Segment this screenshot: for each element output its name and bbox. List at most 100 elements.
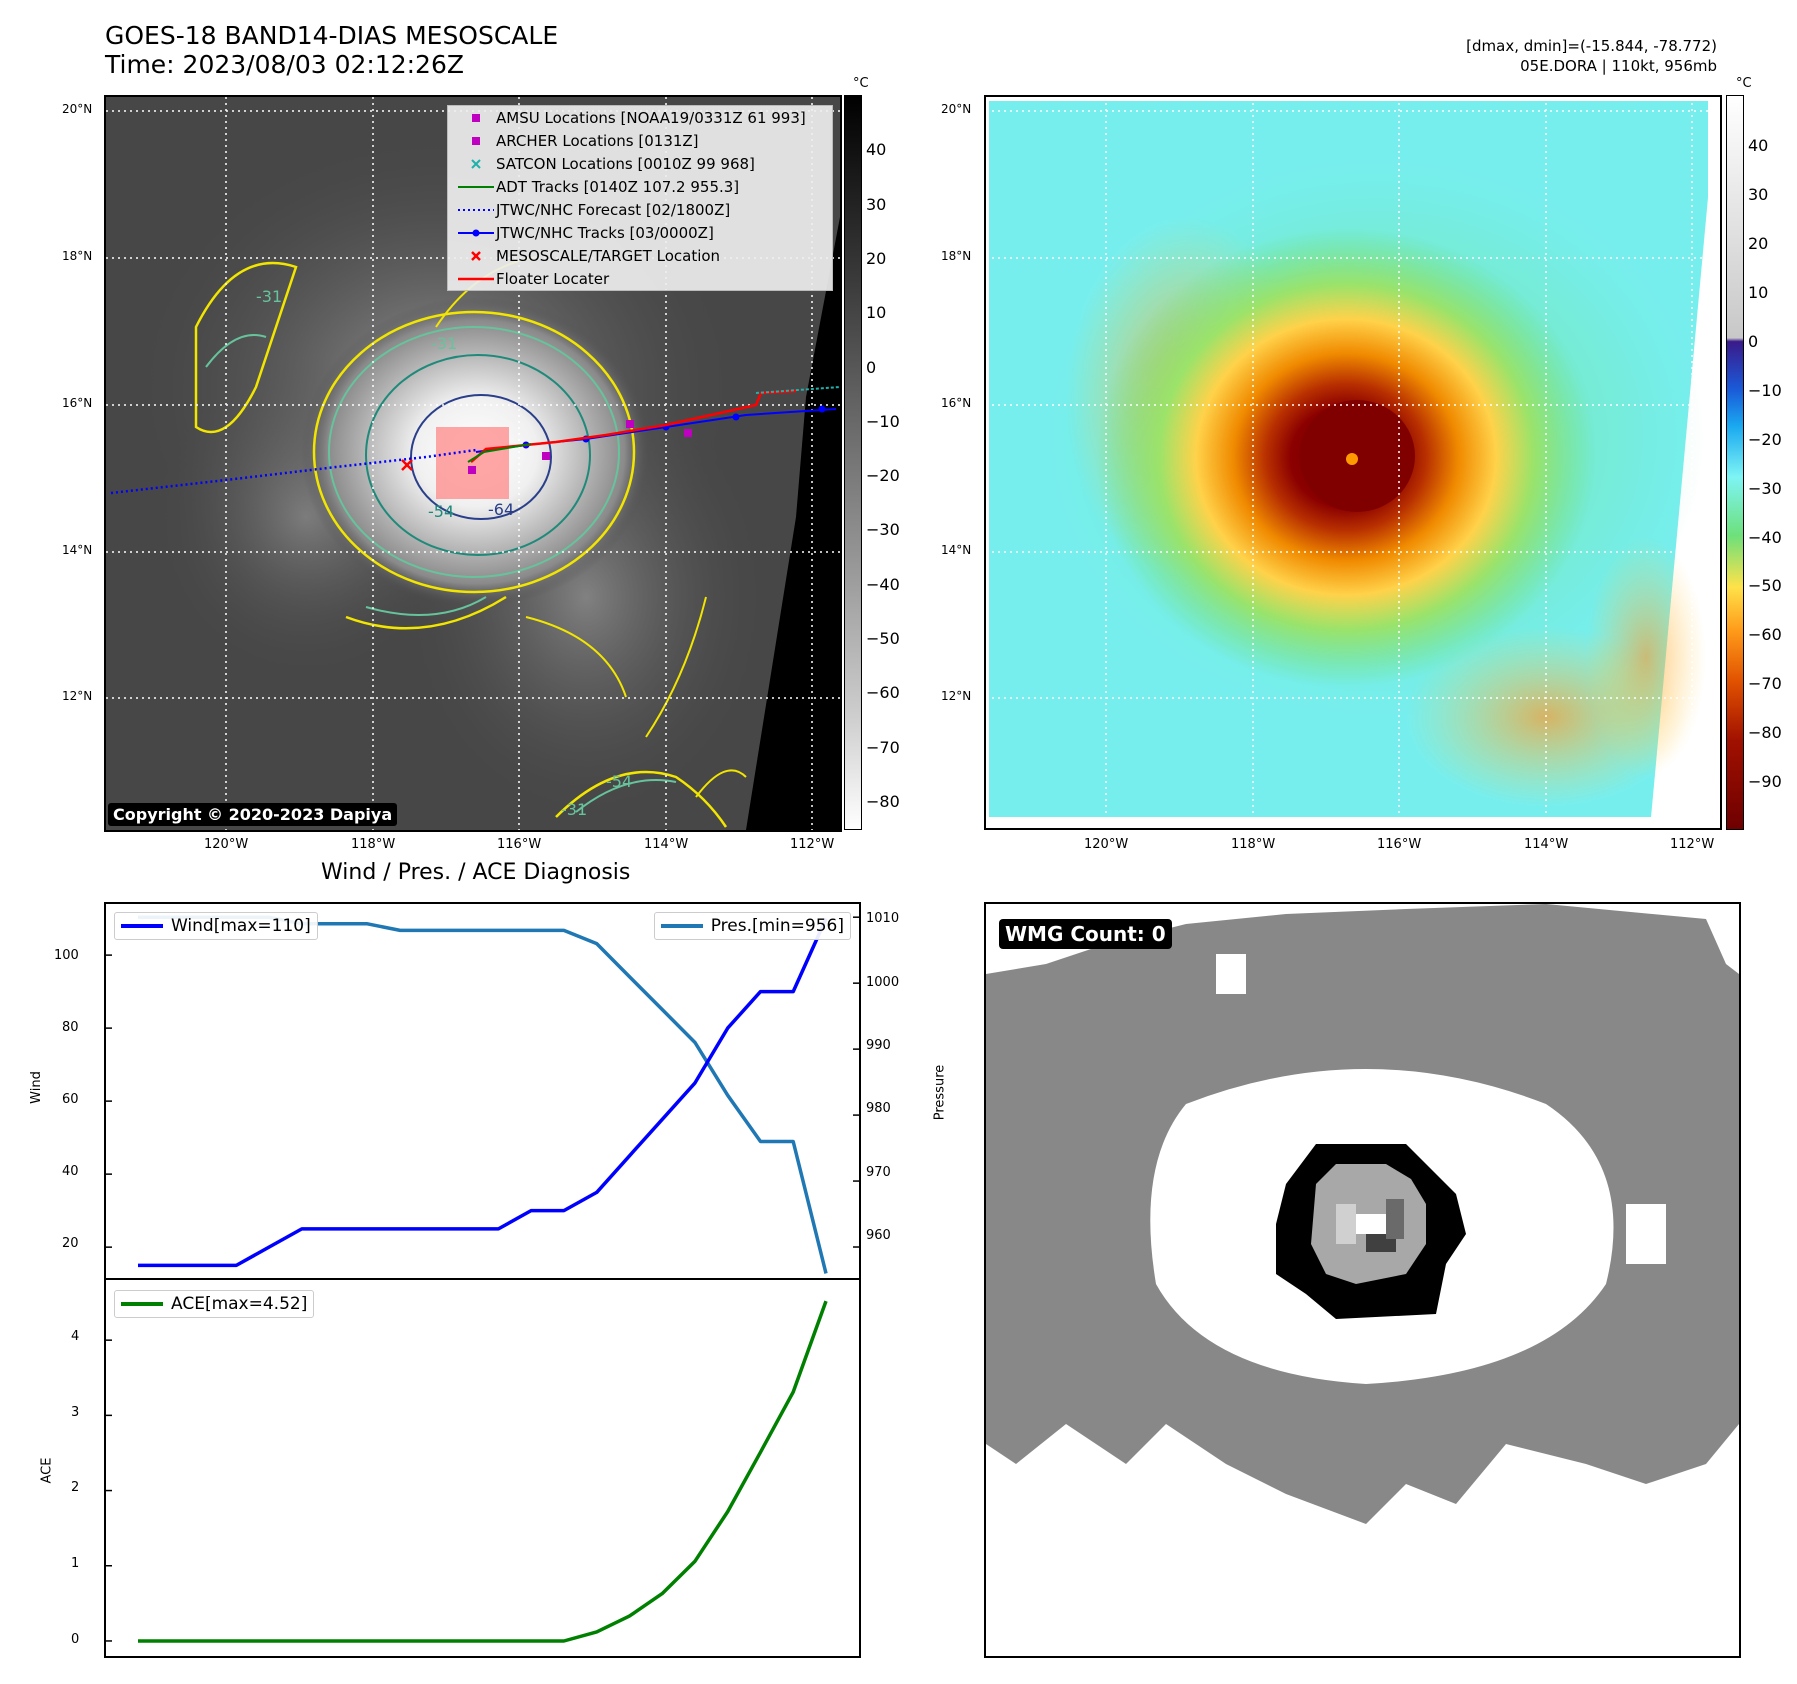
contour-label: -31 bbox=[256, 287, 282, 306]
map-legend: AMSU Locations [NOAA19/0331Z 61 993] ARC… bbox=[447, 105, 833, 291]
pressure-tick: 970 bbox=[866, 1165, 891, 1180]
chart-title: GOES-18 BAND14-DIAS MESOSCALE bbox=[105, 21, 559, 50]
colorbar-unit: °C bbox=[1736, 76, 1752, 91]
wind-axis-label: Wind bbox=[28, 1071, 44, 1104]
colorbar-tick: −50 bbox=[1748, 576, 1782, 595]
ace-tick: 0 bbox=[71, 1632, 80, 1647]
lon-label: 116°W bbox=[1377, 837, 1422, 852]
colorbar-tick: −50 bbox=[866, 629, 900, 648]
lat-label: 16°N bbox=[62, 396, 93, 410]
lat-label: 14°N bbox=[62, 543, 93, 557]
legend-item-satcon: SATCON Locations [0010Z 99 968] bbox=[448, 152, 832, 175]
contour-label: -54 bbox=[428, 502, 454, 521]
colorbar-tick: −60 bbox=[866, 683, 900, 702]
colorbar-tick: 40 bbox=[1748, 136, 1769, 155]
lon-label: 112°W bbox=[790, 837, 835, 852]
lon-label: 112°W bbox=[1670, 837, 1715, 852]
colorbar-tick: −20 bbox=[866, 466, 900, 485]
lat-label: 20°N bbox=[941, 102, 972, 116]
wind-tick: 60 bbox=[62, 1092, 79, 1107]
lat-label: 20°N bbox=[62, 102, 93, 116]
pressure-tick: 980 bbox=[866, 1101, 891, 1116]
ace-tick: 1 bbox=[71, 1556, 80, 1571]
copyright-badge: Copyright © 2020-2023 Dapiya bbox=[108, 803, 398, 826]
colorbar-tick: 20 bbox=[866, 249, 887, 268]
wind-tick: 40 bbox=[62, 1164, 79, 1179]
lon-label: 118°W bbox=[351, 837, 396, 852]
colorbar-tick: −90 bbox=[1748, 772, 1782, 791]
grayscale-colorbar bbox=[844, 95, 862, 830]
pressure-tick: 960 bbox=[866, 1228, 891, 1243]
colorbar-tick: −30 bbox=[1748, 479, 1782, 498]
colorbar-tick: 40 bbox=[866, 140, 887, 159]
stats-line-2: 05E.DORA | 110kt, 956mb bbox=[1520, 57, 1717, 75]
colorbar-tick: −10 bbox=[1748, 381, 1782, 400]
color-colorbar bbox=[1726, 95, 1744, 830]
wind-tick: 100 bbox=[54, 948, 79, 963]
pressure-tick: 990 bbox=[866, 1038, 891, 1053]
wind-legend: Wind[max=110] bbox=[114, 912, 318, 940]
wind-pressure-lines bbox=[106, 915, 859, 1274]
colorbar-tick: 0 bbox=[866, 358, 877, 377]
grayscale-map-panel: -54 -64 -31 -31 -54 -31 AMSU Locations [… bbox=[104, 95, 842, 832]
wmg-count-badge: WMG Count: 0 bbox=[999, 919, 1172, 949]
pressure-axis-label: Pressure bbox=[932, 1064, 948, 1121]
wind-tick: 20 bbox=[62, 1236, 79, 1251]
wmg-panel: WMG Count: 0 bbox=[984, 902, 1741, 1658]
legend-item-nhc-tracks: JTWC/NHC Tracks [03/0000Z] bbox=[448, 221, 832, 244]
color-enhanced-imagery bbox=[986, 97, 1720, 828]
legend-item-amsu: AMSU Locations [NOAA19/0331Z 61 993] bbox=[448, 106, 832, 129]
colorbar-tick: −30 bbox=[866, 520, 900, 539]
pressure-series-line bbox=[138, 915, 828, 1274]
stats-line-1: [dmax, dmin]=(-15.844, -78.772) bbox=[1466, 37, 1717, 55]
colorbar-unit: °C bbox=[853, 76, 869, 91]
ace-tick: 2 bbox=[71, 1480, 80, 1495]
contour-label: -64 bbox=[488, 500, 514, 519]
colorbar-tick: −40 bbox=[866, 575, 900, 594]
contour-label: -31 bbox=[561, 800, 587, 819]
chart-time: Time: 2023/08/03 02:12:26Z bbox=[105, 50, 464, 79]
lon-label: 120°W bbox=[204, 837, 249, 852]
lat-label: 18°N bbox=[941, 249, 972, 263]
lat-label: 18°N bbox=[62, 249, 93, 263]
wind-tick: 80 bbox=[62, 1020, 79, 1035]
legend-item-target: MESOSCALE/TARGET Location bbox=[448, 244, 832, 267]
colorbar-tick: 20 bbox=[1748, 234, 1769, 253]
ace-legend: ACE[max=4.52] bbox=[114, 1290, 315, 1318]
colorbar-tick: −80 bbox=[866, 792, 900, 811]
legend-item-floater: Floater Locater bbox=[458, 269, 610, 288]
ace-axis-label: ACE bbox=[39, 1457, 55, 1484]
pressure-tick: 1010 bbox=[866, 911, 900, 926]
lon-label: 118°W bbox=[1231, 837, 1276, 852]
lon-label: 116°W bbox=[497, 837, 542, 852]
colorbar-tick: −20 bbox=[1748, 430, 1782, 449]
legend-item-forecast: JTWC/NHC Forecast [02/1800Z] bbox=[458, 200, 731, 219]
diagnosis-title: Wind / Pres. / ACE Diagnosis bbox=[321, 860, 631, 885]
colorbar-tick: 10 bbox=[1748, 283, 1769, 302]
pressure-tick: 1000 bbox=[866, 975, 900, 990]
colorbar-tick: −60 bbox=[1748, 625, 1782, 644]
ace-tick: 4 bbox=[71, 1329, 80, 1344]
lon-label: 114°W bbox=[1524, 837, 1569, 852]
colorbar-tick: 10 bbox=[866, 303, 887, 322]
ace-plot: ACE[max=4.52] bbox=[104, 1278, 861, 1658]
colorbar-tick: 30 bbox=[1748, 185, 1769, 204]
ace-tick: 3 bbox=[71, 1405, 80, 1420]
legend-item-adt: ADT Tracks [0140Z 107.2 955.3] bbox=[458, 177, 740, 196]
colorbar-tick: −70 bbox=[1748, 674, 1782, 693]
colorbar-tick: 30 bbox=[866, 195, 887, 214]
ace-line bbox=[106, 1300, 828, 1643]
contour-label: -31 bbox=[431, 334, 457, 353]
wmg-imagery bbox=[986, 904, 1739, 1524]
legend-item-archer: ARCHER Locations [0131Z] bbox=[448, 129, 832, 152]
lon-label: 120°W bbox=[1084, 837, 1129, 852]
lat-label: 12°N bbox=[941, 689, 972, 703]
colorbar-tick: 0 bbox=[1748, 332, 1759, 351]
ace-series-line bbox=[138, 1300, 828, 1643]
color-enhanced-map-panel bbox=[984, 95, 1722, 830]
colorbar-tick: −80 bbox=[1748, 723, 1782, 742]
colorbar-tick: −10 bbox=[866, 412, 900, 431]
pressure-legend: Pres.[min=956] bbox=[653, 912, 851, 940]
floater-box bbox=[436, 427, 509, 499]
wind-pressure-plot: Wind[max=110] Pres.[min=956] bbox=[104, 902, 861, 1282]
